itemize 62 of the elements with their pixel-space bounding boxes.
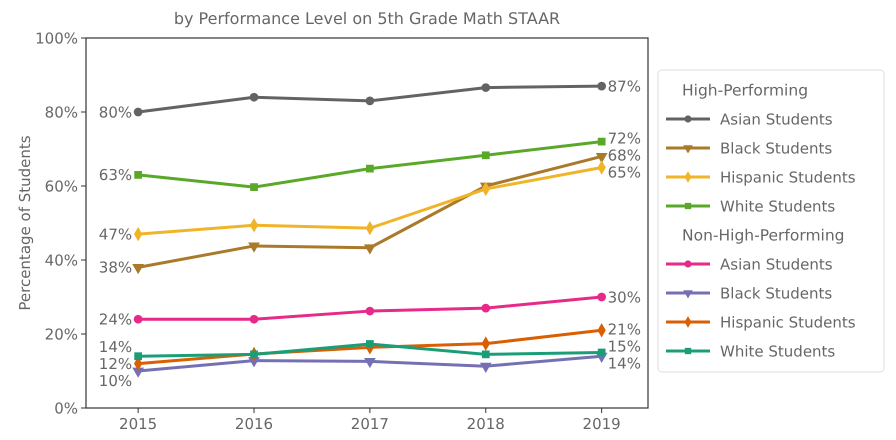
data-label: 14% bbox=[608, 354, 641, 373]
point bbox=[250, 183, 258, 191]
y-tick-label: 0% bbox=[54, 399, 78, 418]
legend-label: Hispanic Students bbox=[720, 313, 856, 332]
point bbox=[250, 350, 258, 358]
point bbox=[366, 306, 374, 316]
point bbox=[481, 304, 490, 312]
data-label: 14% bbox=[98, 338, 132, 356]
data-label: 12% bbox=[98, 354, 132, 373]
data-label: 72% bbox=[608, 129, 641, 148]
legend-label: White Students bbox=[720, 197, 836, 216]
x-tick-label: 2017 bbox=[350, 415, 389, 433]
point bbox=[364, 358, 376, 368]
data-label: 38% bbox=[98, 258, 132, 277]
legend-label: White Students bbox=[720, 342, 836, 360]
point bbox=[134, 314, 143, 324]
data-label: 30% bbox=[608, 288, 641, 306]
text: Non-High-Performing bbox=[682, 226, 845, 244]
data-label: 80% bbox=[98, 103, 132, 122]
point bbox=[482, 151, 490, 160]
legend-label: Asian Students bbox=[720, 255, 833, 274]
x-tick-label: 2015 bbox=[119, 415, 158, 433]
y-tick-label: 80% bbox=[44, 103, 78, 122]
point bbox=[134, 171, 142, 179]
x-tick-label: 2018 bbox=[466, 415, 505, 433]
point bbox=[250, 92, 258, 102]
point bbox=[134, 352, 142, 360]
y-tick-label: 40% bbox=[44, 251, 78, 270]
point bbox=[366, 164, 374, 172]
point bbox=[482, 350, 490, 358]
x-tick-label: 2019 bbox=[582, 415, 621, 433]
point bbox=[598, 138, 606, 146]
point bbox=[366, 340, 374, 348]
legend-label: Asian Students bbox=[720, 110, 833, 128]
point bbox=[134, 108, 143, 116]
point bbox=[481, 83, 490, 92]
y-tick-label: 100% bbox=[35, 29, 78, 48]
x-tick-label: 2016 bbox=[234, 415, 274, 433]
point bbox=[597, 82, 606, 90]
point bbox=[132, 368, 144, 378]
point bbox=[366, 96, 374, 106]
data-label: 65% bbox=[608, 163, 641, 182]
point bbox=[480, 362, 492, 373]
data-label: 21% bbox=[608, 320, 641, 339]
legend-label: Black Students bbox=[720, 139, 832, 158]
legend-label: Hispanic Students bbox=[720, 168, 856, 186]
point bbox=[250, 314, 258, 324]
data-label: 10% bbox=[98, 372, 132, 390]
data-label: 24% bbox=[98, 310, 132, 328]
text: High-Performing bbox=[682, 81, 808, 100]
y-tick-label: 20% bbox=[44, 325, 78, 344]
point bbox=[598, 348, 606, 356]
y-tick-label: 60% bbox=[44, 177, 78, 196]
data-label: 15% bbox=[608, 338, 641, 356]
data-label: 87% bbox=[608, 77, 641, 96]
data-label: 47% bbox=[98, 225, 132, 244]
data-label: 68% bbox=[608, 146, 641, 164]
chart-title: by Performance Level on 5th Grade Math STAAR bbox=[174, 9, 560, 28]
point bbox=[597, 292, 606, 302]
y-axis-title: Percentage of Students bbox=[16, 135, 34, 311]
data-label: 63% bbox=[98, 166, 132, 184]
legend-label: Black Students bbox=[720, 284, 832, 302]
